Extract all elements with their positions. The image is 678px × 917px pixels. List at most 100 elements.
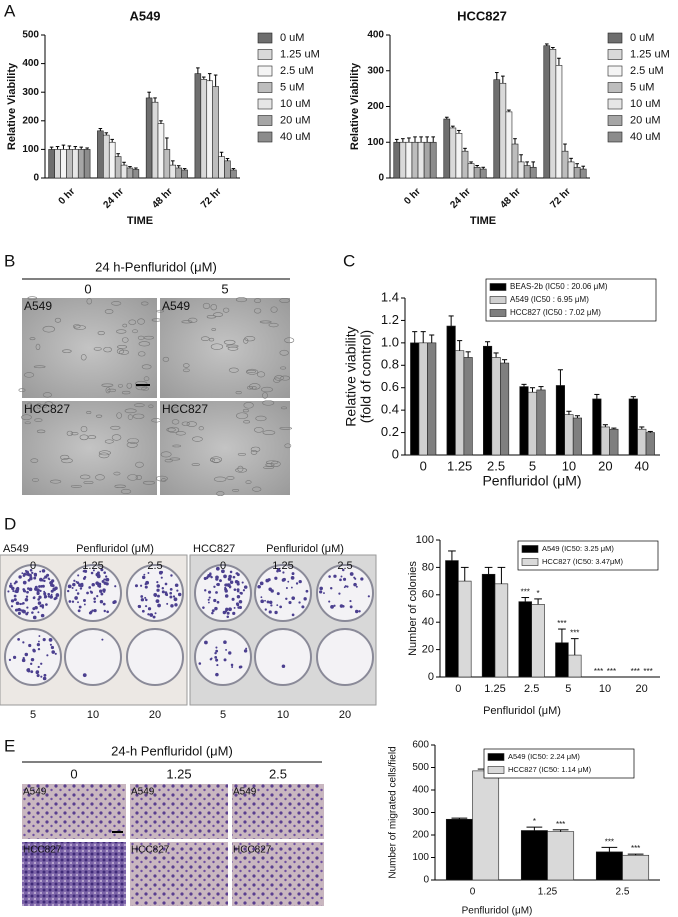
chart-title: A549 bbox=[129, 8, 160, 23]
bar bbox=[458, 580, 472, 678]
colony bbox=[99, 600, 104, 604]
bar bbox=[573, 166, 581, 179]
colony bbox=[221, 569, 225, 574]
legend-label: 2.5 uM bbox=[630, 65, 664, 77]
significance-label: *** bbox=[570, 629, 579, 638]
cell-texture bbox=[86, 411, 92, 414]
column-label: 2.5 bbox=[269, 766, 287, 781]
error-bar bbox=[67, 145, 72, 150]
bar bbox=[523, 165, 531, 179]
migration-image bbox=[130, 784, 228, 839]
significance-label: *** bbox=[631, 667, 640, 676]
bar bbox=[455, 133, 463, 179]
bar bbox=[151, 101, 159, 179]
colony bbox=[29, 568, 33, 572]
cell-texture bbox=[24, 421, 31, 425]
bar bbox=[520, 830, 548, 881]
y-tick-label: 300 bbox=[367, 65, 384, 76]
x-tick-label: 20 bbox=[598, 458, 612, 473]
bar bbox=[472, 770, 500, 881]
cell-texture bbox=[237, 452, 246, 456]
cell-texture bbox=[35, 343, 41, 351]
colony bbox=[354, 577, 357, 580]
y-tick-label: 0.4 bbox=[381, 402, 399, 417]
colony bbox=[33, 576, 37, 580]
legend-label: HCC827 (IC50: 3.47μM) bbox=[542, 557, 624, 566]
error-bar bbox=[159, 120, 163, 124]
bar bbox=[519, 386, 529, 456]
colony bbox=[323, 592, 325, 594]
dose-label: 2.5 bbox=[147, 560, 162, 572]
cell-texture bbox=[206, 314, 217, 319]
cell-texture bbox=[62, 349, 72, 353]
colony bbox=[30, 657, 35, 662]
y-tick-label: 0.6 bbox=[381, 379, 399, 394]
bar bbox=[592, 398, 602, 456]
colony bbox=[276, 604, 279, 607]
significance-label: *** bbox=[631, 844, 640, 853]
colony bbox=[228, 651, 232, 655]
micrograph bbox=[22, 401, 157, 495]
colony bbox=[328, 600, 331, 603]
cell-texture bbox=[105, 387, 111, 394]
bar bbox=[429, 141, 437, 179]
error-bar bbox=[525, 161, 529, 166]
cell-texture bbox=[265, 460, 279, 465]
colony bbox=[79, 587, 83, 590]
colony bbox=[170, 574, 173, 577]
y-tick-label: 500 bbox=[22, 30, 39, 41]
legend-swatch bbox=[521, 558, 539, 566]
colony bbox=[216, 600, 220, 604]
colony bbox=[37, 598, 40, 601]
well bbox=[4, 628, 62, 686]
bar bbox=[114, 156, 122, 179]
colony bbox=[224, 583, 228, 587]
cell-texture bbox=[284, 443, 292, 449]
colony bbox=[72, 582, 76, 587]
colony bbox=[170, 604, 174, 608]
colony bbox=[215, 649, 219, 653]
colony bbox=[145, 598, 148, 602]
colony bbox=[208, 590, 212, 594]
cell-texture bbox=[111, 434, 122, 441]
colony bbox=[223, 574, 227, 579]
cell-texture bbox=[232, 489, 240, 492]
colony bbox=[341, 604, 345, 608]
plate-cell-label: A549 bbox=[3, 543, 29, 555]
colony bbox=[100, 568, 104, 572]
error-bar bbox=[147, 91, 151, 98]
cell-texture bbox=[284, 337, 295, 344]
legend-label: 0 uM bbox=[630, 32, 654, 44]
error-bar bbox=[497, 566, 506, 584]
legend-swatch bbox=[489, 296, 507, 304]
colony bbox=[26, 611, 29, 614]
error-bar bbox=[49, 146, 54, 150]
cell-texture bbox=[255, 415, 267, 422]
colony bbox=[43, 590, 46, 593]
bar bbox=[549, 48, 557, 179]
cell-texture bbox=[175, 431, 186, 436]
bar bbox=[622, 854, 650, 881]
y-tick-label: 100 bbox=[367, 137, 384, 148]
bar bbox=[169, 164, 177, 179]
y-tick-label: 0 bbox=[428, 671, 434, 683]
colony bbox=[303, 597, 307, 601]
x-tick-label: 0 hr bbox=[57, 186, 78, 207]
migration-image bbox=[22, 842, 126, 906]
cell-texture bbox=[110, 425, 121, 430]
cell-texture bbox=[210, 458, 216, 462]
legend-label: 40 uM bbox=[280, 131, 311, 143]
colony bbox=[13, 598, 17, 602]
bar bbox=[72, 149, 79, 179]
dose-label: 1.25 bbox=[82, 560, 103, 572]
cell-texture bbox=[27, 296, 38, 300]
cell-texture bbox=[142, 480, 156, 485]
colony bbox=[14, 580, 18, 584]
y-axis-label: Relative Viability bbox=[6, 62, 18, 150]
colony bbox=[166, 602, 169, 605]
cell-texture bbox=[127, 474, 139, 481]
bar bbox=[108, 141, 116, 179]
colony bbox=[232, 611, 236, 615]
legend-swatch bbox=[257, 49, 273, 60]
